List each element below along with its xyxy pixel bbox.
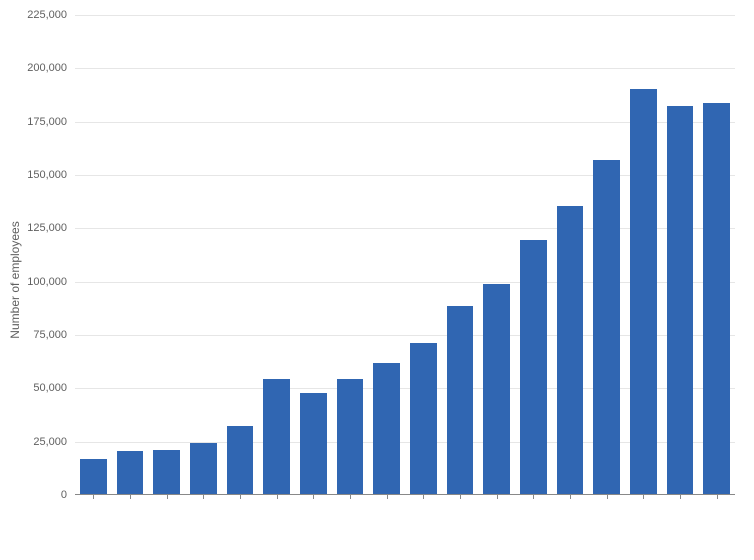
chart-plot-area: 025,00050,00075,000100,000125,000150,000… [75,15,735,495]
bar [483,284,509,494]
xtick [570,494,571,499]
xtick [130,494,131,499]
bar [447,306,473,494]
ytick-label: 150,000 [27,169,67,181]
bar [410,343,436,494]
xtick [423,494,424,499]
bar [153,450,179,494]
ytick-label: 75,000 [33,329,67,341]
gridline [75,15,735,16]
xtick [680,494,681,499]
ytick-label: 0 [61,489,67,501]
bar [337,379,363,494]
xtick [717,494,718,499]
xtick [240,494,241,499]
plot-region: 025,00050,00075,000100,000125,000150,000… [75,15,735,495]
y-axis-label: Number of employees [8,221,22,338]
bar [80,459,106,494]
xtick [350,494,351,499]
ytick-label: 125,000 [27,222,67,234]
bar [593,160,619,494]
bar [667,106,693,494]
bar [520,240,546,494]
ytick-label: 25,000 [33,436,67,448]
xtick [643,494,644,499]
xtick [460,494,461,499]
gridline [75,68,735,69]
ytick-label: 225,000 [27,9,67,21]
xtick [387,494,388,499]
xtick [607,494,608,499]
bar [557,206,583,494]
bar [190,443,216,494]
xtick [203,494,204,499]
ytick-label: 50,000 [33,382,67,394]
bar [630,89,656,494]
bar [300,393,326,494]
bar [227,426,253,494]
ytick-label: 175,000 [27,116,67,128]
bar [373,363,399,494]
xtick [533,494,534,499]
bar [703,103,729,494]
bar [263,379,289,494]
ytick-label: 200,000 [27,62,67,74]
bar [117,451,143,494]
xtick [167,494,168,499]
ytick-label: 100,000 [27,276,67,288]
xtick [497,494,498,499]
xtick [93,494,94,499]
xtick [313,494,314,499]
xtick [277,494,278,499]
